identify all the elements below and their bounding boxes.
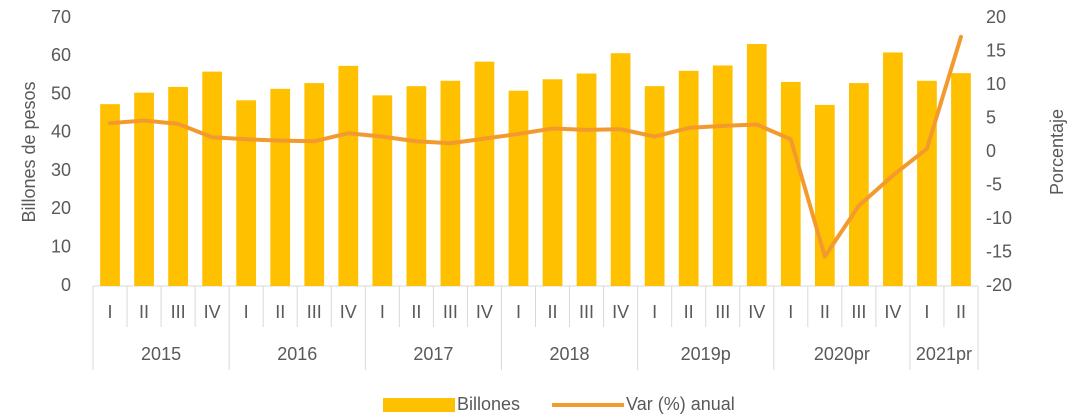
y2-tick-label: -5 — [986, 174, 1002, 194]
x-tick-label: I — [108, 302, 113, 322]
x-tick-label: II — [411, 302, 421, 322]
y2-tick-label: 5 — [986, 107, 996, 127]
bar — [202, 71, 223, 286]
x-tick-label: IV — [748, 302, 765, 322]
x-tick-label: IV — [476, 302, 493, 322]
y2-tick-label: 0 — [986, 141, 996, 161]
y-tick-label: 20 — [51, 198, 71, 218]
y2-tick-label: -10 — [986, 208, 1012, 228]
bar — [100, 104, 120, 287]
x-tick-label: I — [788, 302, 793, 322]
y-tick-label: 70 — [51, 7, 71, 27]
x-tick-label: IV — [612, 302, 629, 322]
x-tick-label: II — [684, 302, 694, 322]
bar — [951, 73, 971, 286]
x-tick-label: III — [443, 302, 458, 322]
x-tick-label: II — [139, 302, 149, 322]
x-tick-label: II — [820, 302, 830, 322]
y-tick-label: 50 — [51, 83, 71, 103]
x-tick-label: IV — [340, 302, 357, 322]
y2-tick-label: -15 — [986, 241, 1012, 261]
bar — [610, 53, 631, 287]
bar — [406, 86, 427, 286]
y-tick-label: 30 — [51, 160, 71, 180]
bar — [508, 90, 529, 286]
bar — [168, 86, 188, 287]
bar — [644, 86, 665, 286]
bar — [304, 83, 325, 286]
x-tick-label: IV — [884, 302, 901, 322]
x-tick-label: I — [380, 302, 385, 322]
x-tick-label: I — [516, 302, 521, 322]
bar — [134, 92, 154, 287]
bar — [372, 95, 393, 286]
y2-tick-label: -20 — [986, 275, 1012, 295]
x-tick-label: II — [275, 302, 285, 322]
group-label: 2020pr — [814, 344, 870, 364]
x-tick-label: III — [715, 302, 730, 322]
line — [108, 34, 963, 259]
bar — [917, 80, 937, 286]
bar — [780, 81, 801, 287]
group-label: 2019p — [681, 344, 731, 364]
group-label: 2017 — [413, 344, 453, 364]
x-tick-label: III — [579, 302, 594, 322]
bar — [440, 80, 461, 286]
bar — [883, 52, 903, 287]
y2-axis-title: Porcentaje — [1047, 109, 1067, 195]
y-tick-label: 60 — [51, 45, 71, 65]
x-tick-label: III — [171, 302, 186, 322]
y-tick-label: 0 — [61, 275, 71, 295]
bar — [474, 61, 495, 286]
x-tick-label: I — [244, 302, 249, 322]
y-tick-label: 10 — [51, 236, 71, 256]
group-label: 2016 — [277, 344, 317, 364]
bar — [712, 65, 733, 286]
legend-label: Var (%) anual — [626, 394, 735, 414]
legend-swatch — [383, 398, 455, 412]
bar — [746, 44, 767, 286]
group-label: 2015 — [141, 344, 181, 364]
bar — [814, 104, 835, 286]
bar — [338, 65, 359, 286]
bar — [236, 100, 257, 286]
bar — [678, 70, 699, 286]
y2-tick-label: 10 — [986, 74, 1006, 94]
x-tick-label: I — [652, 302, 657, 322]
bar — [270, 88, 291, 286]
y-tick-label: 40 — [51, 122, 71, 142]
y2-tick-label: 15 — [986, 40, 1006, 60]
y2-tick-label: 20 — [986, 7, 1006, 27]
group-label: 2018 — [550, 344, 590, 364]
bar — [542, 79, 563, 286]
legend-label: Billones — [457, 394, 520, 414]
x-tick-label: III — [851, 302, 866, 322]
bar — [848, 83, 869, 286]
y-axis-title: Billones de pesos — [19, 81, 39, 222]
bar — [576, 73, 597, 286]
x-tick-label: III — [307, 302, 322, 322]
x-tick-label: I — [924, 302, 929, 322]
group-label: 2021pr — [916, 344, 972, 364]
x-tick-label: IV — [204, 302, 221, 322]
x-tick-label: II — [956, 302, 966, 322]
x-tick-label: II — [548, 302, 558, 322]
